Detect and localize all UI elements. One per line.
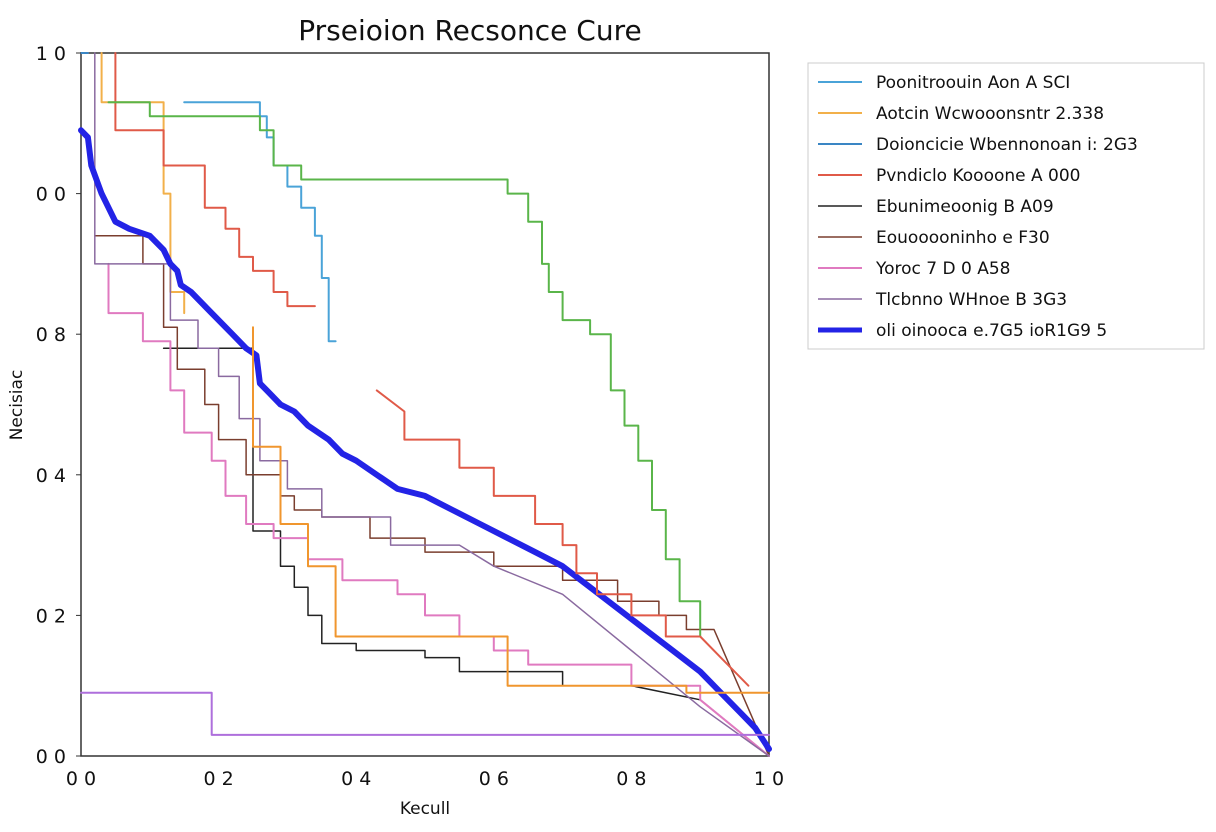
series-line-1: [100, 52, 186, 315]
series-line-11: [375, 389, 750, 687]
legend-entry: Poonitroouin Aon A SCI: [876, 73, 1070, 93]
plot-frame: [80, 52, 770, 757]
legend: Poonitroouin Aon A SCI Aotcin Wcwooonsntr…: [807, 62, 1205, 350]
y-tick-label: 0 2: [36, 605, 66, 627]
legend-entry: Yoroc 7 D 0 A58: [875, 259, 1011, 279]
legend-entry: Eouooooninho e F30: [876, 228, 1050, 248]
legend-entry: Aotcin Wcwooonsntr 2.338: [876, 104, 1104, 124]
x-tick-label: 0 6: [479, 768, 509, 790]
series-line-0: [183, 101, 337, 343]
legend-entry: Ebunimeoonig B A09: [876, 197, 1054, 217]
legend-entry: Tlcbnno WHnoe B 3G3: [875, 290, 1067, 310]
x-axis-label: Kecull: [400, 799, 450, 819]
series-line-10: [252, 326, 770, 694]
x-tick-label: 1 0: [754, 768, 784, 790]
legend-box: [807, 62, 1205, 350]
series-line-12: [80, 691, 770, 736]
y-tick-label: 0 0: [36, 746, 66, 768]
series-line-3: [114, 52, 316, 308]
series-line-5: [94, 235, 770, 757]
series-line-9: [107, 101, 702, 638]
y-tick-label: 0 0: [36, 184, 66, 206]
series-layer: [78, 52, 772, 757]
x-tick-label: 0 2: [203, 768, 233, 790]
axis-ticks: 0 0 0 2 0 4 0 6 0 8 1 0 0 0 0 2 0 4 0 8 0 0 1 0: [36, 43, 784, 790]
y-tick-label: 1 0: [36, 43, 66, 65]
series-line-8: [78, 127, 772, 752]
y-tick-label: 0 8: [36, 324, 66, 346]
series-line-4: [162, 347, 770, 757]
legend-entry: oli oinooca e.7G5 ioR1G9 5: [876, 321, 1107, 341]
x-tick-label: 0 8: [616, 768, 646, 790]
legend-entry: Doioncicie Wbennonoan i: 2G3: [876, 135, 1138, 155]
y-axis-label: Necisiac: [7, 370, 27, 441]
y-tick-label: 0 4: [36, 465, 66, 487]
x-tick-label: 0 4: [341, 768, 371, 790]
series-line-7: [94, 52, 770, 757]
legend-entry: Pvndiclo Koooone A 000: [876, 166, 1081, 186]
chart-title: Prseioion Recsonce Cure: [298, 14, 641, 47]
x-tick-label: 0 0: [66, 768, 96, 790]
